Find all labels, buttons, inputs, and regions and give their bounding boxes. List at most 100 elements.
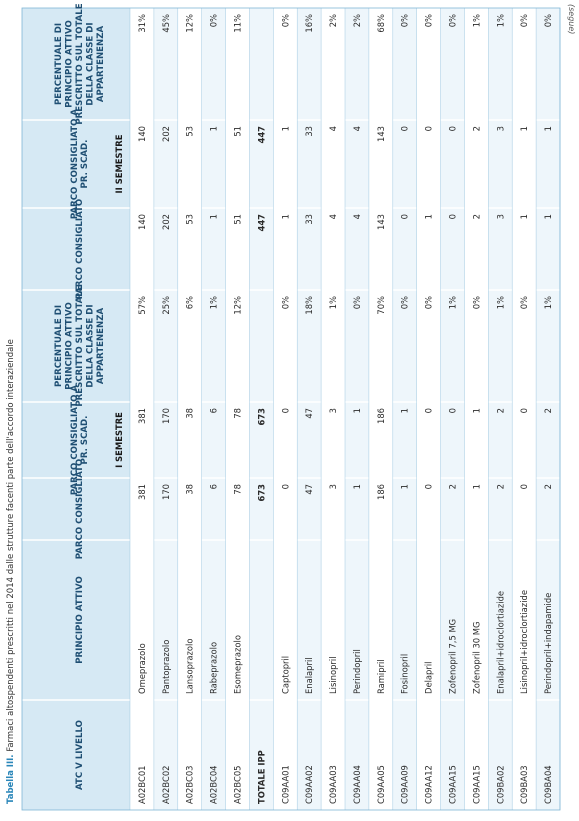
cell-c2: 6	[209, 408, 219, 413]
cell-c2: 38	[185, 408, 195, 419]
cell-c4: 0	[400, 214, 410, 219]
cell-c4: 447	[256, 214, 266, 232]
header-band	[22, 8, 130, 810]
cell-c4: 51	[233, 214, 243, 225]
cell-principio: Esomeprazolo	[233, 635, 243, 694]
cell-atc: C09AA01	[280, 765, 290, 804]
cell-c3: 0%	[352, 296, 362, 309]
cell-c3: 0%	[280, 296, 290, 309]
cell-c6: 1%	[495, 14, 505, 27]
cell-c3: 57%	[137, 296, 147, 315]
cell-c2: 2	[495, 408, 505, 413]
cell-principio: Perindopril+indapamide	[543, 593, 553, 694]
cell-atc: A02BC01	[137, 766, 147, 805]
cell-c3: 25%	[161, 296, 171, 315]
cell-atc: C09AA15	[448, 765, 458, 804]
cell-c2: 2	[543, 408, 553, 413]
cell-c2: 47	[304, 408, 314, 419]
cell-c5: 447	[256, 126, 266, 144]
cell-principio: Perindopril	[352, 649, 362, 694]
cell-principio: Zofenopril 7,5 MG	[448, 619, 458, 694]
cell-c6: 11%	[233, 14, 243, 33]
cell-c4: 1	[209, 214, 219, 219]
cell-c4: 143	[376, 214, 386, 230]
cell-c1: 0	[280, 484, 290, 489]
cell-c5: 53	[185, 126, 195, 137]
cell-principio: Omeprazolo	[137, 643, 147, 694]
cell-c3: 70%	[376, 296, 386, 315]
cell-c2: 381	[137, 408, 147, 424]
cell-c1: 3	[328, 484, 338, 489]
header-col1: PARCO CONSIGLIATO	[75, 459, 85, 559]
cell-c5: 202	[161, 126, 171, 142]
cell-c1: 2	[495, 484, 505, 489]
cell-c5: 140	[137, 126, 147, 142]
cell-principio: Delapril	[424, 662, 434, 694]
cell-c3: 1%	[543, 296, 553, 309]
cell-c2: 186	[376, 408, 386, 424]
cell-c3: 1%	[495, 296, 505, 309]
cell-c6: 2%	[328, 14, 338, 27]
cell-c1: 2	[543, 484, 553, 489]
cell-c3: 0%	[471, 296, 481, 309]
cell-atc: C09AA04	[352, 765, 362, 804]
cell-c2: 0	[519, 408, 529, 413]
cell-c1: 673	[256, 484, 266, 502]
cell-c4: 1	[543, 214, 553, 219]
cell-c5: 143	[376, 126, 386, 142]
semester-label: I SEMESTRE	[114, 412, 124, 468]
cell-c4: 1	[280, 214, 290, 219]
cell-c1: 47	[304, 484, 314, 495]
cell-atc: C09AA12	[424, 765, 434, 804]
cell-c5: 0	[448, 126, 458, 131]
cell-atc: C09AA05	[376, 765, 386, 804]
cell-c1: 0	[519, 484, 529, 489]
cell-c1: 1	[400, 484, 410, 489]
cell-principio: Captopril	[280, 656, 290, 694]
cell-c3: 0%	[400, 296, 410, 309]
cell-c3: 18%	[304, 296, 314, 315]
cell-atc: A02BC02	[161, 766, 171, 805]
cell-principio: Lisinopril+idroclortiazide	[519, 590, 529, 694]
cell-c2: 0	[280, 408, 290, 413]
cell-atc: TOTALE IPP	[256, 750, 266, 804]
cell-c3: 12%	[233, 296, 243, 315]
cell-c5: 1	[543, 126, 553, 131]
cell-atc: A02BC04	[209, 766, 219, 805]
cell-c5: 0	[424, 126, 434, 131]
cell-c1: 38	[185, 484, 195, 495]
cell-c6: 0%	[543, 14, 553, 27]
cell-c6: 2%	[352, 14, 362, 27]
cell-c2: 0	[424, 408, 434, 413]
cell-c1: 170	[161, 484, 171, 500]
cell-c2: 1	[352, 408, 362, 413]
cell-atc: A02BC03	[185, 766, 195, 805]
cell-atc: C09BA03	[519, 765, 529, 804]
cell-c4: 2	[471, 214, 481, 219]
cell-c5: 33	[304, 126, 314, 137]
cell-c2: 3	[328, 408, 338, 413]
cell-principio: Lisinopril	[328, 656, 338, 694]
cell-atc: A02BC05	[233, 766, 243, 805]
header-col2: PARCO CONSIGLIATO APR. SCAD.	[70, 385, 90, 495]
cell-c1: 186	[376, 484, 386, 500]
cell-c5: 0	[400, 126, 410, 131]
cell-c4: 3	[495, 214, 505, 219]
cell-principio: Zofenopril 30 MG	[471, 621, 481, 694]
cell-c4: 33	[304, 214, 314, 225]
cell-c6: 12%	[185, 14, 195, 33]
cell-c5: 3	[495, 126, 505, 131]
cell-c2: 1	[400, 408, 410, 413]
cell-c4: 140	[137, 214, 147, 230]
cell-c3: 1%	[328, 296, 338, 309]
cell-c6: 0%	[209, 14, 219, 27]
header-atc: ATC V LIVELLO	[75, 720, 85, 790]
cell-c1: 6	[209, 484, 219, 489]
cell-principio: Pantoprazolo	[161, 640, 171, 694]
cell-c4: 1	[519, 214, 529, 219]
cell-atc: C09AA15	[471, 765, 481, 804]
cell-c6: 45%	[161, 14, 171, 33]
cell-atc: C09AA03	[328, 765, 338, 804]
cell-c1: 1	[471, 484, 481, 489]
